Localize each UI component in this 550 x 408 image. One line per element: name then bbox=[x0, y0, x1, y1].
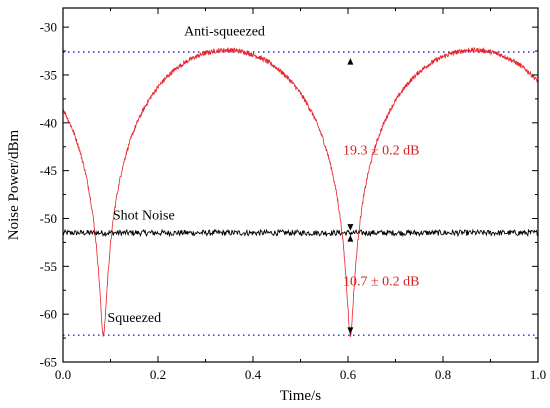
y-tick-label: -35 bbox=[40, 67, 57, 82]
x-axis-title: Time/s bbox=[280, 388, 321, 404]
y-tick-label: -30 bbox=[40, 20, 57, 35]
labels-layer: 0.0 0.2 0.4 0.6 0.8 1.0 -65 -60 -55 -50 -45 -40 -35 -… bbox=[40, 20, 546, 382]
y-tick-label: -55 bbox=[40, 259, 57, 274]
annotation-label: 19.3 ± 0.2 dB bbox=[343, 143, 420, 158]
x-tick-label: 0.6 bbox=[340, 367, 357, 382]
x-tick-label: 0.0 bbox=[55, 367, 71, 382]
phase-scan-trace bbox=[62, 46, 539, 338]
arrow-marker-up bbox=[347, 58, 354, 65]
x-tick-label: 0.4 bbox=[245, 367, 262, 382]
shot-noise-trace bbox=[62, 228, 539, 238]
x-tick-label: 0.8 bbox=[435, 367, 451, 382]
annotation-label: Squeezed bbox=[107, 311, 161, 326]
y-tick-label: -60 bbox=[40, 307, 57, 322]
x-tick-label: 1.0 bbox=[530, 367, 546, 382]
y-tick-label: -45 bbox=[40, 163, 57, 178]
plot-layer bbox=[62, 46, 539, 338]
x-tick-label: 0.2 bbox=[150, 367, 166, 382]
y-tick-label: -40 bbox=[40, 115, 57, 130]
y-axis-title: Noise Power/dBm bbox=[6, 129, 22, 240]
y-tick-label: -65 bbox=[40, 355, 57, 370]
annotation-label: 10.7 ± 0.2 dB bbox=[343, 274, 420, 289]
plot-frame bbox=[62, 7, 539, 363]
arrow-marker-down bbox=[347, 224, 354, 231]
annotation-label: Anti-squeezed bbox=[184, 25, 265, 40]
arrow-marker-down bbox=[347, 327, 354, 334]
y-tick-label: -50 bbox=[40, 211, 57, 226]
ticks-layer bbox=[62, 8, 539, 363]
arrow-marker-up bbox=[347, 235, 354, 242]
annotation-label: Shot Noise bbox=[113, 208, 175, 223]
